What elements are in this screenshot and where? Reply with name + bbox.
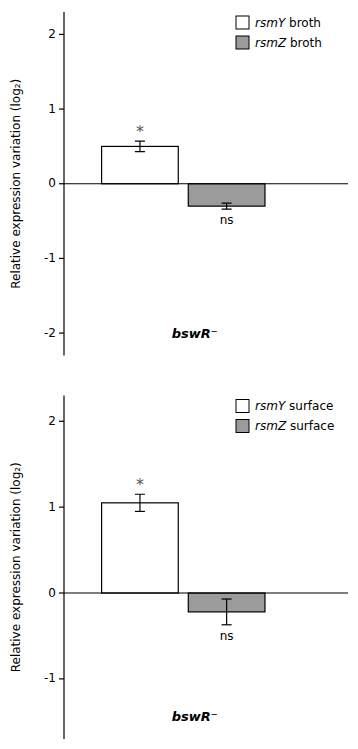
annotation: bswR⁻ [172, 709, 218, 724]
bar [188, 184, 265, 206]
legend: rsmY broth rsmZ broth [236, 15, 322, 49]
annotation: bswR⁻ [172, 326, 218, 341]
y-axis-label: Relative expression variation (log₂) [9, 462, 23, 672]
y-tick [59, 34, 64, 35]
chart-root: * ns bswR⁻ -2 -1 0 1 2 Relative expression varia… [0, 0, 358, 749]
error-bar [135, 494, 145, 511]
legend-swatch [236, 16, 249, 29]
legend-label: rsmZ broth [255, 35, 322, 49]
zero-line [64, 592, 348, 593]
bar [102, 503, 179, 593]
plot-area [102, 494, 265, 625]
y-tick [59, 332, 64, 333]
y-tick [59, 678, 64, 679]
legend-label: rsmZ surface [255, 419, 334, 433]
y-tick-label: -1 [44, 251, 56, 265]
panel: * ns bswR⁻ -2 -1 0 1 2 Relative expression varia… [9, 12, 348, 356]
significance-label: * [136, 122, 144, 141]
y-tick-label: 2 [48, 414, 56, 428]
y-tick [59, 258, 64, 259]
y-tick [59, 421, 64, 422]
labels: * ns bswR⁻ [136, 122, 234, 340]
y-tick-label: 1 [48, 102, 56, 116]
significance-label: * [136, 475, 144, 494]
y-tick-label: -2 [44, 326, 56, 340]
legend-label: rsmY surface [255, 399, 333, 413]
y-tick [59, 108, 64, 109]
error-bar [135, 141, 145, 151]
plot-area [102, 141, 265, 209]
y-tick [59, 183, 64, 184]
y-tick-label: -1 [44, 671, 56, 685]
legend-swatch [236, 36, 249, 49]
labels: * ns bswR⁻ [136, 475, 234, 724]
y-axis-label: Relative expression variation (log₂) [9, 79, 23, 289]
y-axis-line [63, 396, 64, 740]
y-tick-label: 0 [48, 176, 56, 190]
y-tick [59, 592, 64, 593]
bar [102, 146, 179, 183]
y-tick-label: 0 [48, 586, 56, 600]
y-tick-label: 2 [48, 27, 56, 41]
legend-label: rsmY broth [255, 15, 321, 29]
error-bar [222, 599, 232, 625]
legend-swatch [236, 420, 249, 433]
legend: rsmY surface rsmZ surface [236, 399, 334, 433]
significance-label: ns [220, 213, 234, 227]
zero-line [64, 183, 348, 184]
error-bar [222, 203, 232, 209]
y-tick [59, 507, 64, 508]
panel: * ns bswR⁻ -1 0 1 2 Relative expression variati… [9, 396, 348, 740]
y-tick-label: 1 [48, 500, 56, 514]
legend-swatch [236, 400, 249, 413]
background [0, 0, 358, 749]
significance-label: ns [220, 629, 234, 643]
